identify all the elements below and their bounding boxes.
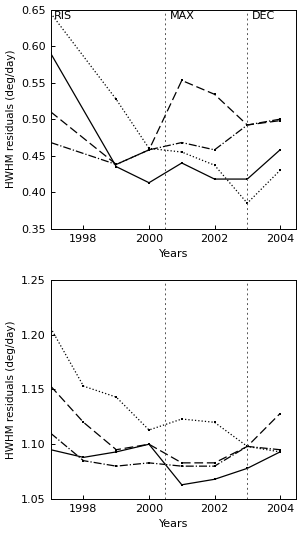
Y-axis label: HWHM residuals (deg/day): HWHM residuals (deg/day) [5, 320, 16, 458]
Text: DEC: DEC [252, 11, 275, 21]
Y-axis label: HWHM residuals (deg/day): HWHM residuals (deg/day) [5, 50, 16, 188]
X-axis label: Years: Years [159, 519, 188, 530]
Text: RIS: RIS [54, 11, 72, 21]
X-axis label: Years: Years [159, 249, 188, 259]
Text: MAX: MAX [170, 11, 195, 21]
